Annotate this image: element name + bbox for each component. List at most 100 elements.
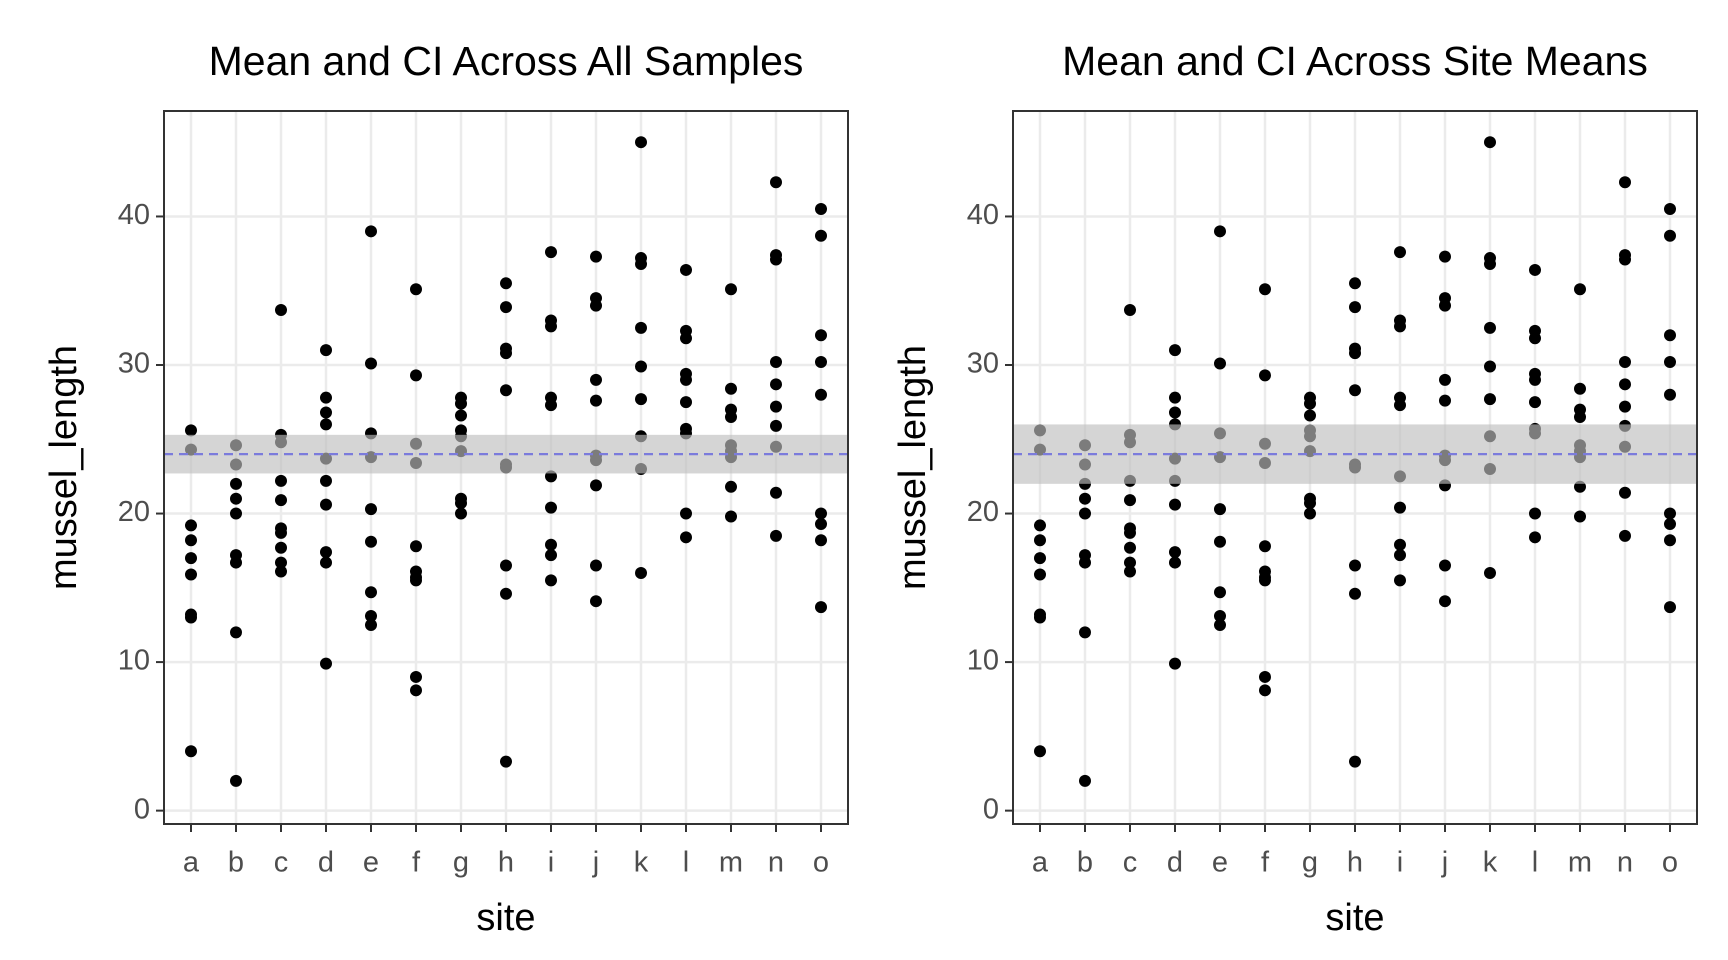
point [815,203,827,216]
point [1349,384,1361,397]
point [1079,774,1091,787]
point [1484,360,1496,373]
point [410,684,422,697]
point [185,611,197,624]
point [455,507,467,520]
point [1214,618,1226,631]
point [365,586,377,599]
x-tick-label: f [1261,847,1270,879]
point [1259,283,1271,296]
point [1439,299,1451,312]
point [815,507,827,520]
point [725,382,737,395]
x-tick-label: h [498,847,514,879]
point [1619,253,1631,266]
x-tick-label: g [1302,847,1318,879]
point [815,601,827,614]
point [1214,610,1226,623]
chart-title: Mean and CI Across Site Means [1062,38,1648,84]
point [545,246,557,259]
point [815,356,827,369]
point [815,229,827,242]
point [1169,657,1181,670]
point [230,477,242,490]
point [590,373,602,386]
point [770,378,782,391]
point [275,474,287,487]
point [230,507,242,520]
point [725,480,737,493]
point [1259,369,1271,382]
point [1259,574,1271,587]
ci-band [1013,424,1697,484]
point [770,419,782,432]
point [1124,565,1136,578]
point [1439,394,1451,407]
point [1079,556,1091,569]
point [1304,497,1316,510]
point [725,283,737,296]
point [1529,531,1541,544]
point [365,610,377,623]
point [1394,501,1406,514]
point [320,657,332,670]
x-tick-label: l [1532,847,1538,879]
point [1619,378,1631,391]
point [1619,176,1631,189]
point [1619,529,1631,542]
x-tick-label: k [1483,847,1498,879]
point [1619,400,1631,413]
point [680,531,692,544]
point [230,556,242,569]
point [1259,684,1271,697]
y-tick-label: 20 [967,496,999,528]
point [590,559,602,572]
point [1034,519,1046,532]
point [185,519,197,532]
point [230,626,242,639]
point [680,332,692,345]
point [1124,556,1136,569]
x-tick-label: a [183,847,200,879]
point [1034,745,1046,758]
x-tick-label: e [1212,847,1228,879]
point [1034,552,1046,565]
point [1169,546,1181,559]
point [1349,587,1361,600]
point [590,250,602,263]
x-tick-label: d [318,847,334,879]
point [545,574,557,587]
point [1664,356,1676,369]
point [320,546,332,559]
point [500,755,512,768]
x-tick-label: m [1568,847,1592,879]
point [1574,283,1586,296]
point [635,393,647,406]
point [320,474,332,487]
y-axis-title: mussel_length [892,345,934,590]
point [365,225,377,238]
point [1079,626,1091,639]
point [680,507,692,520]
y-tick-label: 20 [118,496,150,528]
point [1079,507,1091,520]
point [545,320,557,333]
point [1169,498,1181,511]
point [275,304,287,317]
point [1664,329,1676,342]
x-tick-label: n [1617,847,1633,879]
point [1439,250,1451,263]
point [410,540,422,553]
point [1259,540,1271,553]
point [185,745,197,758]
point [320,498,332,511]
x-tick-label: f [412,847,421,879]
point [185,534,197,547]
point [1529,332,1541,345]
x-tick-label: o [1662,847,1678,879]
x-tick-label: o [813,847,829,879]
x-tick-label: e [363,847,379,879]
point [1664,388,1676,401]
point [1394,574,1406,587]
